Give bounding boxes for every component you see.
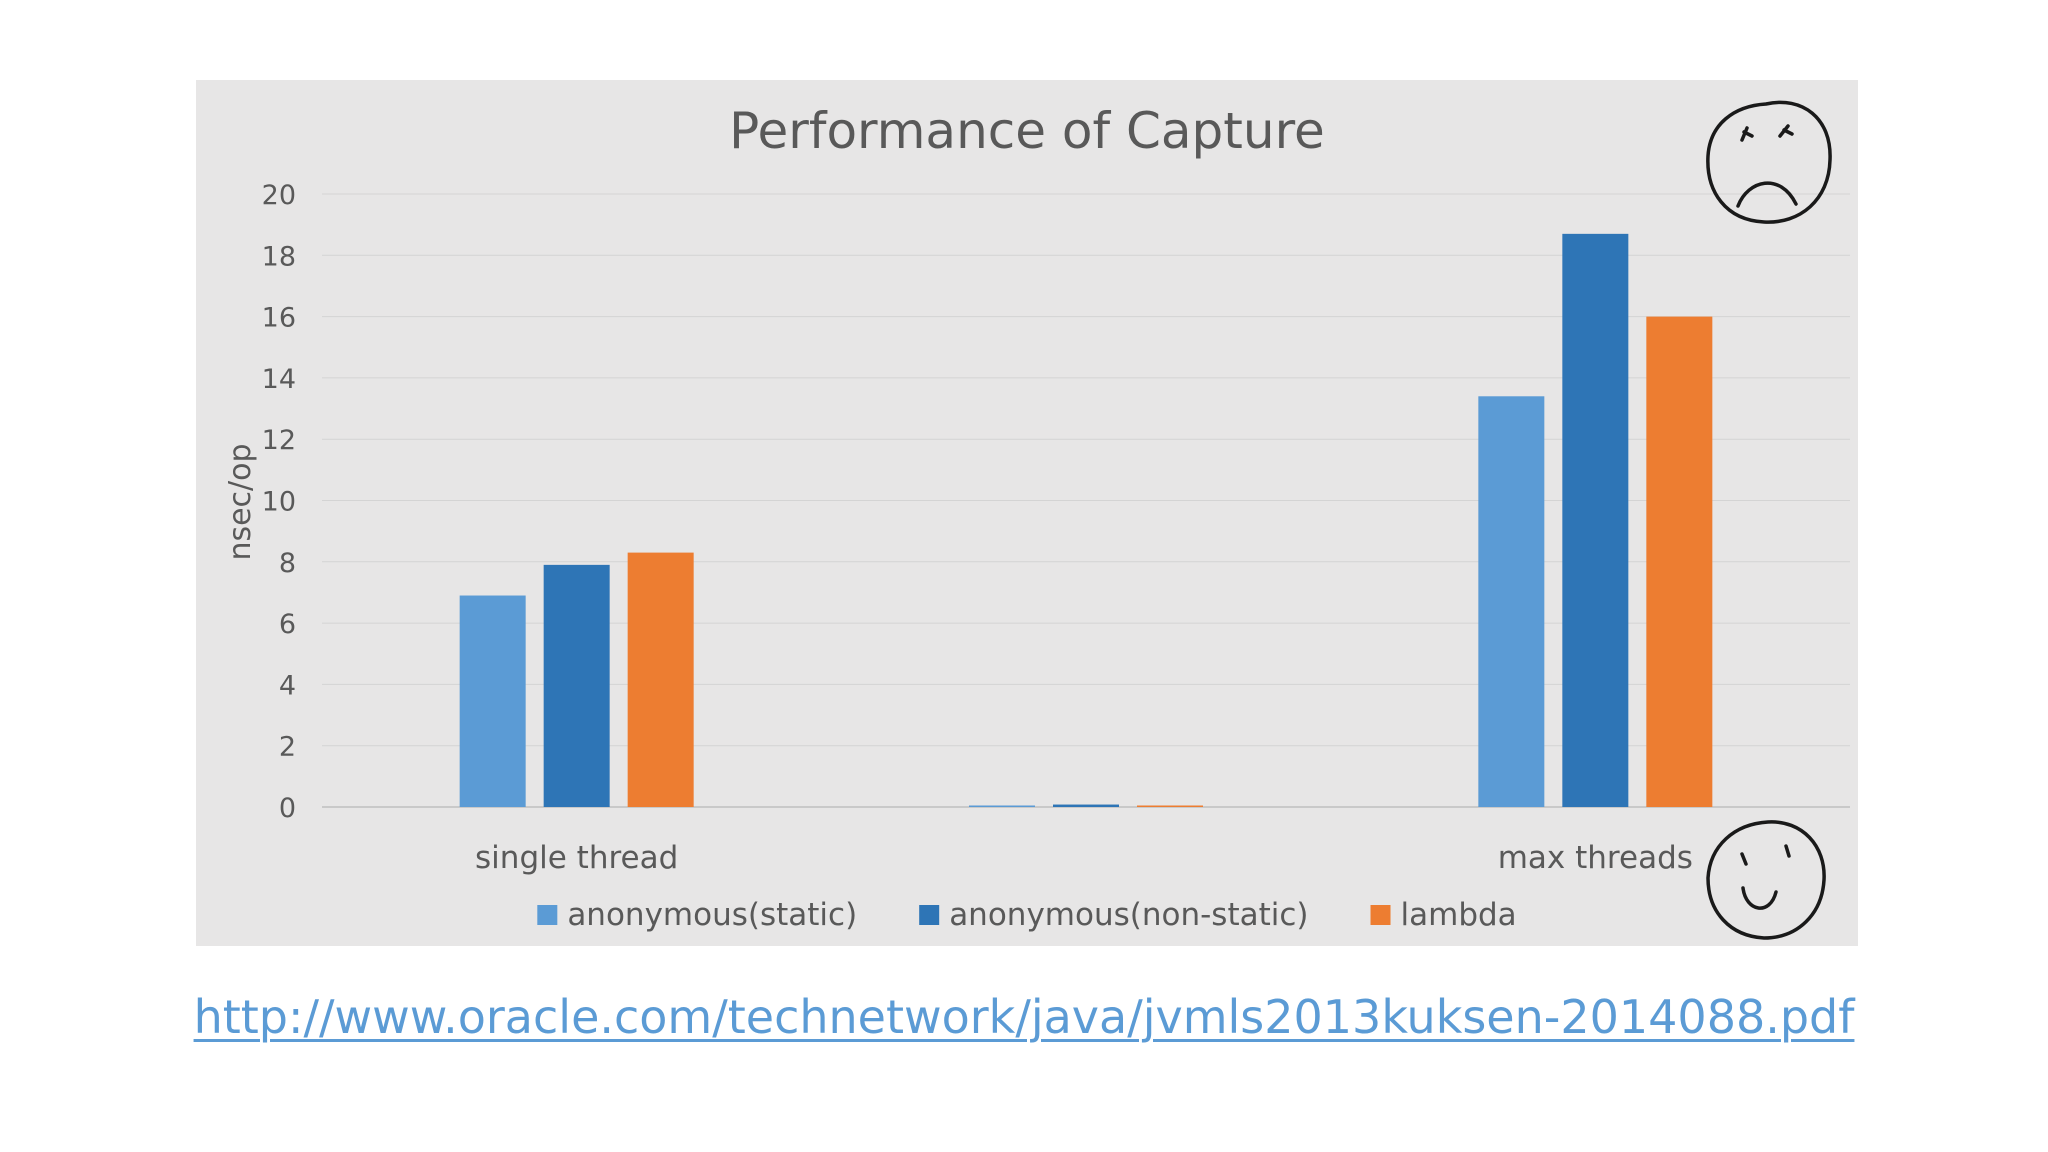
source-link[interactable]: http://www.oracle.com/technetwork/java/j… [193, 990, 1855, 1044]
legend-item: anonymous(non-static) [919, 897, 1309, 933]
legend-item: anonymous(static) [537, 897, 857, 933]
x-axis-categories: single thread max threads [475, 840, 1693, 876]
y-axis-ticks: 0 2 4 6 8 10 12 14 16 18 20 [262, 180, 296, 824]
y-tick-label: 4 [279, 670, 296, 701]
y-tick-label: 6 [279, 609, 296, 640]
bar-1-3 [1478, 396, 1545, 807]
y-tick-label: 10 [262, 487, 296, 518]
x-category-label: single thread [475, 840, 678, 876]
x-category-label: max threads [1498, 840, 1693, 876]
frowning-face-icon [1706, 100, 1832, 224]
legend-swatch [1370, 905, 1391, 925]
legend-swatch [919, 905, 940, 925]
bar-1-2 [969, 805, 1035, 807]
legend-item: lambda [1370, 897, 1517, 933]
y-axis-label: nsec/op [223, 443, 258, 560]
y-tick-label: 12 [262, 425, 296, 456]
bar-2-3 [1562, 233, 1629, 808]
y-tick-label: 18 [262, 241, 296, 272]
legend-swatch [537, 905, 558, 925]
legend-label: anonymous(static) [567, 897, 857, 933]
y-tick-label: 2 [279, 732, 296, 763]
y-tick-label: 0 [279, 793, 296, 824]
bar-2-1 [543, 564, 610, 807]
smiling-face-icon [1706, 820, 1826, 940]
y-tick-label: 20 [262, 180, 296, 211]
bar-3-2 [1137, 805, 1203, 807]
bar-2-2 [1053, 804, 1119, 807]
bars [459, 233, 1713, 808]
legend: anonymous(static) anonymous(non-static) la… [537, 897, 1517, 933]
chart-title: Performance of Capture [729, 102, 1325, 160]
legend-label: anonymous(non-static) [949, 897, 1308, 933]
y-tick-label: 14 [262, 364, 296, 395]
y-tick-label: 8 [279, 548, 296, 579]
bar-3-1 [627, 552, 694, 807]
legend-label: lambda [1401, 897, 1517, 933]
bar-3-3 [1646, 316, 1713, 807]
y-tick-label: 16 [262, 303, 296, 334]
bar-1-1 [459, 595, 526, 807]
